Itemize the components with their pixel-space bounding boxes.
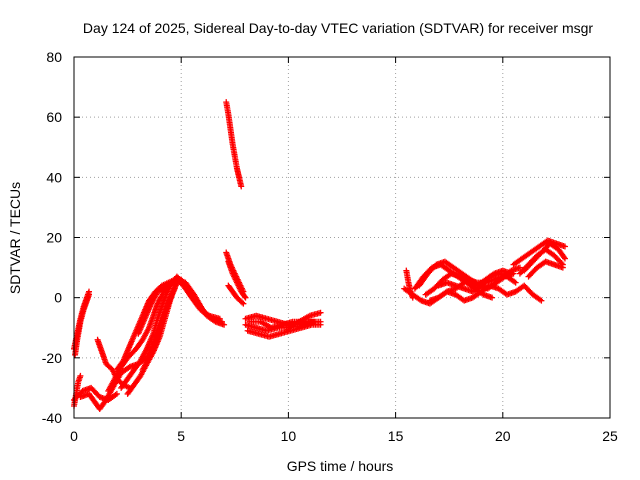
data-point xyxy=(242,294,249,301)
y-tick-label: -40 xyxy=(42,410,62,426)
y-tick-label: 20 xyxy=(46,230,62,246)
data-point xyxy=(561,243,568,250)
data-point xyxy=(240,300,247,307)
y-tick-label: 80 xyxy=(46,49,62,65)
y-tick-label: 60 xyxy=(46,109,62,125)
data-point xyxy=(561,255,568,262)
x-tick-label: 10 xyxy=(281,428,297,444)
axis-ticks: 0 5 10 15 20 25 -40 -20 0 20 40 60 80 xyxy=(42,49,618,444)
data-point xyxy=(561,254,568,261)
x-tick-label: 5 xyxy=(177,428,185,444)
data-point xyxy=(409,294,416,301)
data-point xyxy=(317,309,324,316)
x-tick-label: 0 xyxy=(70,428,78,444)
x-tick-label: 25 xyxy=(602,428,618,444)
x-tick-label: 15 xyxy=(388,428,404,444)
x-axis-label: GPS time / hours xyxy=(287,458,394,474)
data-point xyxy=(559,264,566,271)
grid-lines xyxy=(74,57,610,418)
data-point xyxy=(241,293,248,300)
data-point xyxy=(171,285,178,292)
data-point xyxy=(538,297,545,304)
y-axis-label: SDTVAR / TECUs xyxy=(7,182,23,294)
data-point xyxy=(512,279,519,286)
data-point xyxy=(167,282,174,289)
y-tick-label: 0 xyxy=(54,290,62,306)
chart-title: Day 124 of 2025, Sidereal Day-to-day VTE… xyxy=(83,20,593,36)
data-point xyxy=(221,321,228,328)
data-point xyxy=(489,294,496,301)
x-tick-label: 20 xyxy=(495,428,511,444)
data-point xyxy=(77,372,84,379)
plot-area xyxy=(71,99,568,412)
data-point xyxy=(238,183,245,190)
data-point xyxy=(173,279,180,286)
data-point xyxy=(113,390,120,397)
y-tick-label: -20 xyxy=(42,350,62,366)
data-point xyxy=(516,264,523,271)
data-point xyxy=(86,291,93,298)
data-point xyxy=(239,299,246,306)
data-point xyxy=(317,321,324,328)
y-tick-label: 40 xyxy=(46,169,62,185)
data-point xyxy=(311,318,318,325)
